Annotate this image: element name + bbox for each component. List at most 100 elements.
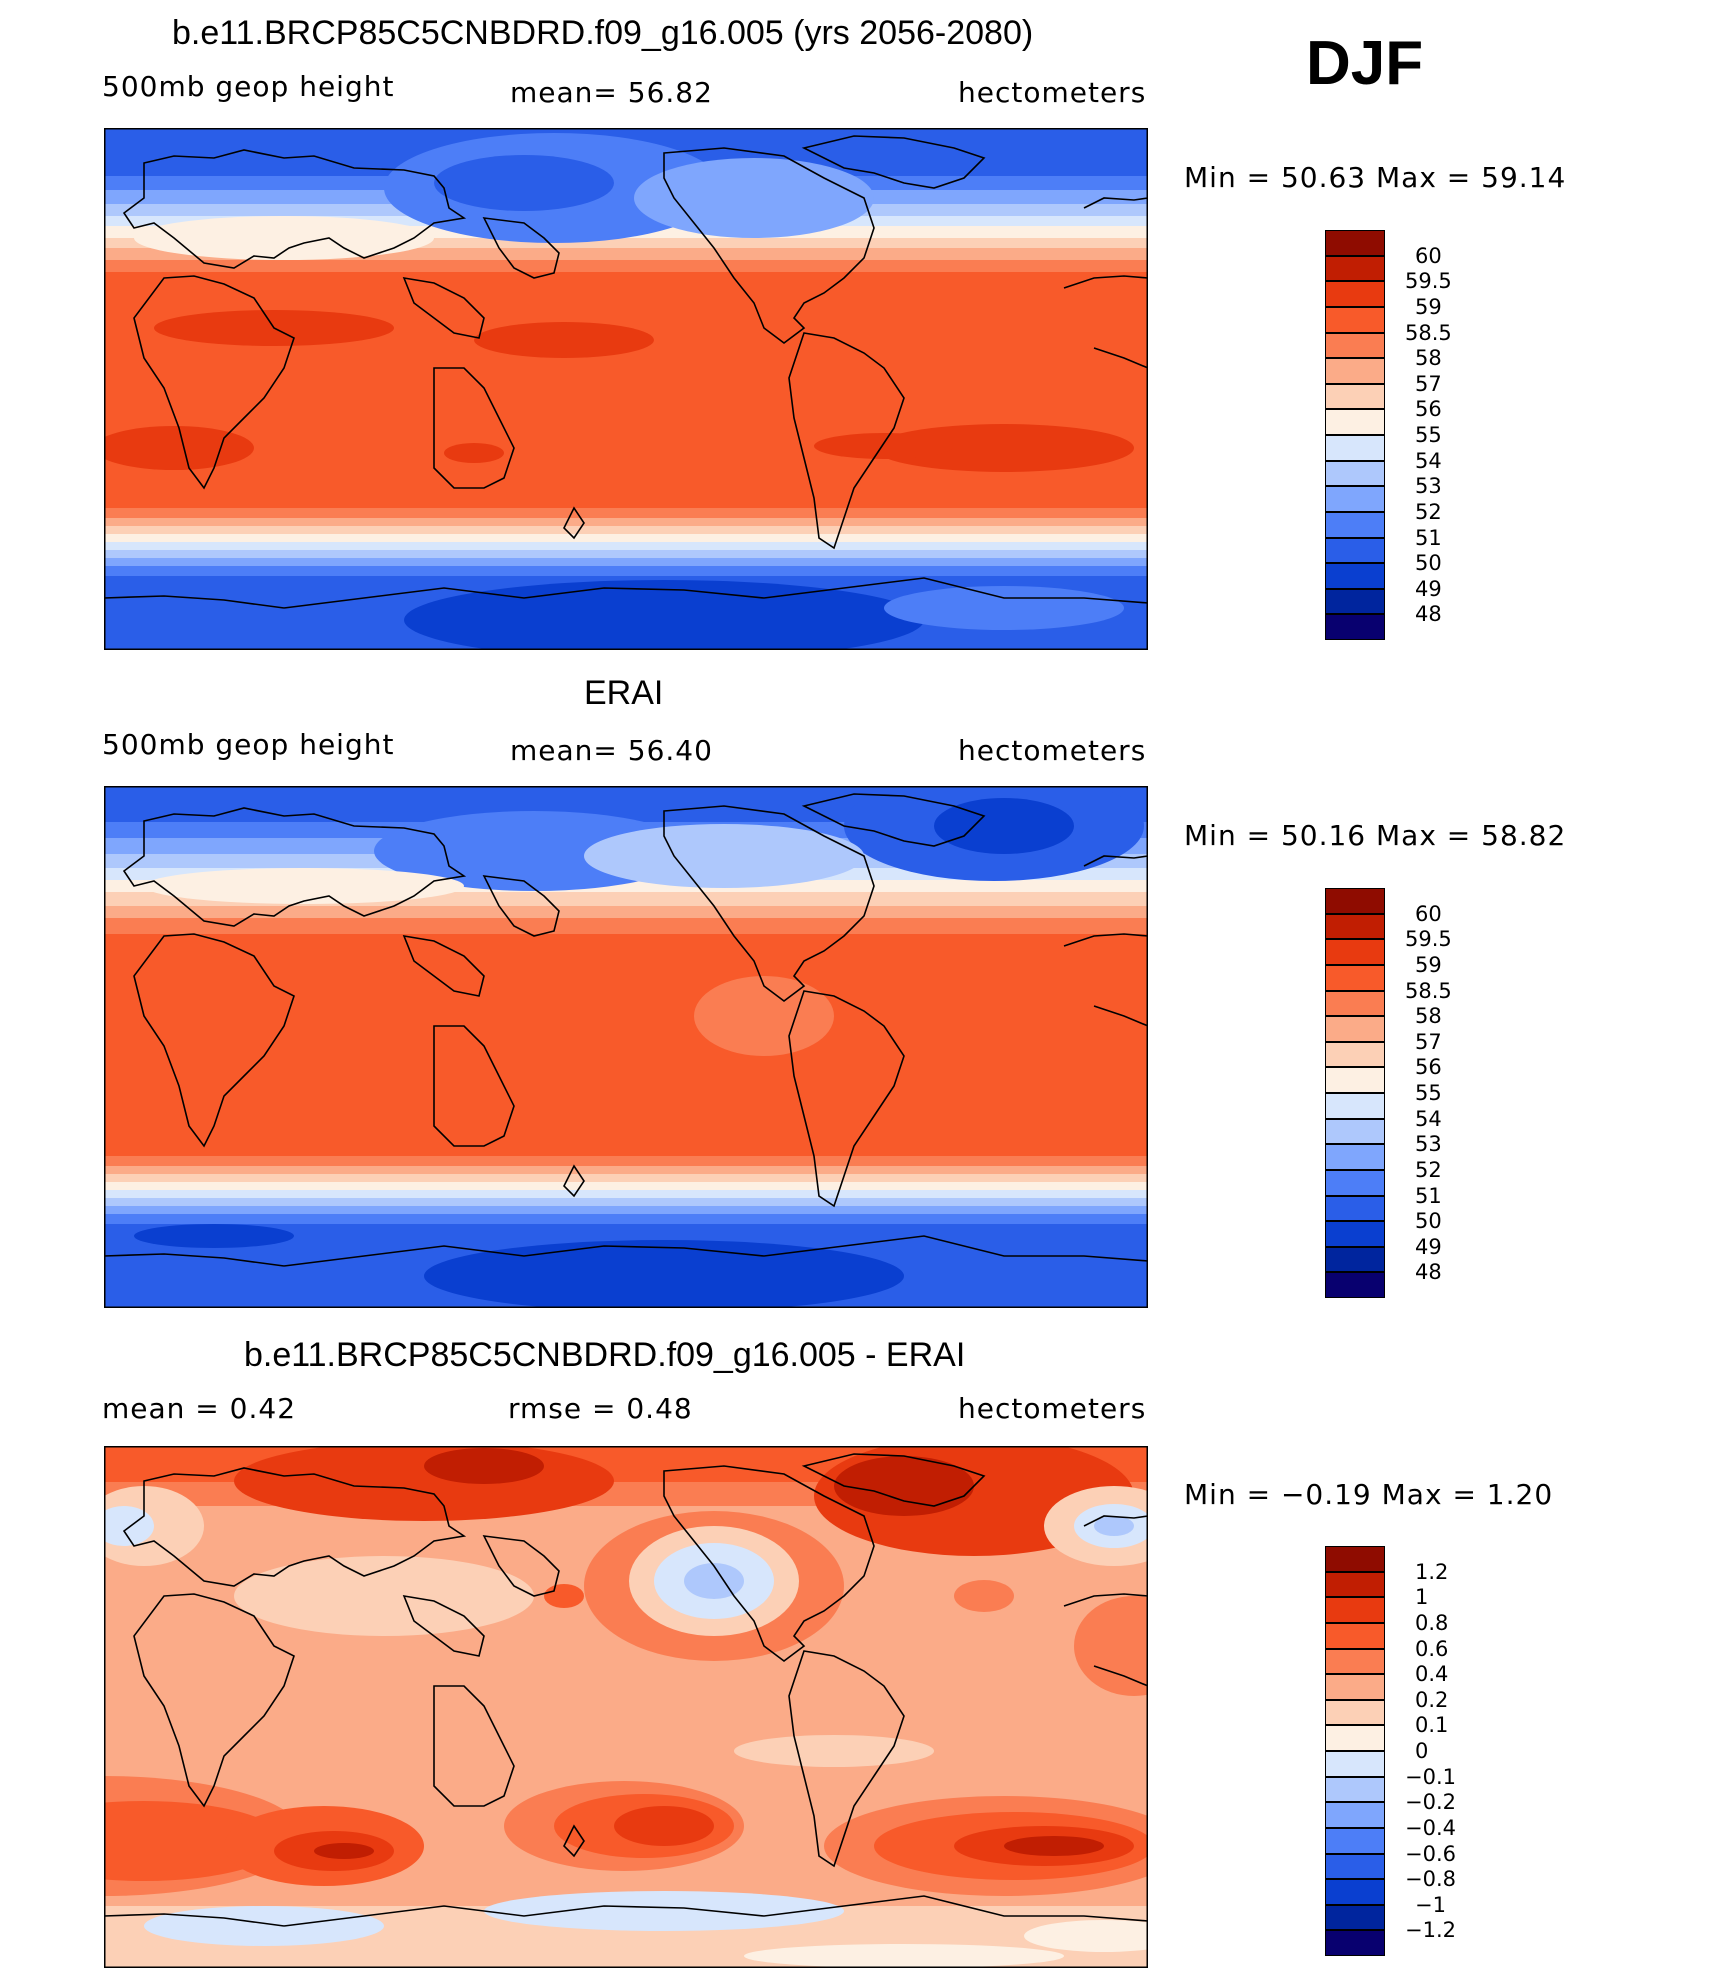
season-label: DJF [1306,29,1424,98]
panel1-mean-label: mean= 56.82 [510,76,713,109]
band [104,526,1148,536]
colorbar-label: 58 [1415,346,1442,371]
band [104,508,1148,520]
colorbar-label: 59 [1415,952,1442,977]
colorbar-label: 49 [1415,576,1442,601]
colorbar-label: 57 [1415,371,1442,396]
high-aus [444,443,504,463]
colorbar-label: 50 [1415,1209,1442,1234]
coastlines [104,135,1148,609]
colorbar-box [1325,1546,1385,1572]
colorbar-box [1325,1904,1385,1931]
colorbar-box [1325,383,1385,410]
colorbar-label: −0.8 [1405,1867,1456,1892]
colorbar-box [1325,486,1385,512]
colorbar-box [1325,1853,1385,1880]
colorbar-box [1325,939,1385,965]
panel1-map [104,128,1148,650]
panel3-mean-label: mean = 0.42 [102,1392,297,1425]
colorbar-label: 60 [1415,243,1442,268]
band [104,542,1148,552]
colorbar-box [1325,255,1385,282]
colorbar-label: −1.2 [1405,1918,1456,1943]
colorbar-box [1325,230,1385,256]
panel3-colorbar [1325,1546,1385,1956]
colorbar-box [1325,1802,1385,1828]
panel2-title: ERAI [584,674,664,712]
panel1-title: b.e11.BRCP85C5CNBDRD.f09_g16.005 (yrs 20… [172,14,1034,52]
colorbar-box [1325,1221,1385,1247]
colorbar-label: 52 [1415,499,1442,524]
colorbar-box [1325,1751,1385,1777]
panel3-map [104,1446,1148,1968]
panel2-colorbar-labels: 60 59.5 59 58.5 58 57 56 55 54 53 52 51 50 49 48 [1390,888,1510,1298]
colorbar-box [1325,1879,1385,1905]
colorbar-label: −0.2 [1405,1790,1456,1815]
colorbar-box [1325,1041,1385,1068]
colorbar-box [1325,1930,1385,1956]
panel3-units-label: hectometers [958,1392,1147,1425]
panel1-minmax: Min = 50.63 Max = 59.14 [1184,161,1567,194]
panel3-rmse-label: rmse = 0.48 [508,1392,693,1425]
colorbar-box [1325,358,1385,384]
colorbar-box [1325,537,1385,564]
colorbar-box [1325,1597,1385,1623]
colorbar-label: 55 [1415,423,1442,447]
colorbar-box [1325,1144,1385,1170]
colorbar-label: −1 [1415,1892,1446,1917]
colorbar-box [1325,563,1385,589]
colorbar-box [1325,332,1385,359]
colorbar-box [1325,1622,1385,1649]
colorbar-label: 51 [1415,1183,1442,1208]
colorbar-box [1325,409,1385,435]
colorbar-box [1325,1648,1385,1675]
colorbar-label: 58.5 [1405,978,1452,1003]
colorbar-box [1325,888,1385,914]
colorbar-box [1325,1776,1385,1803]
colorbar-box [1325,1272,1385,1298]
colorbar-label: 0.4 [1415,1662,1449,1687]
panel3-minmax: Min = −0.19 Max = 1.20 [1184,1478,1554,1511]
colorbar-box [1325,1067,1385,1093]
colorbar-box [1325,460,1385,487]
colorbar-label: 48 [1415,602,1442,627]
panel3-title: b.e11.BRCP85C5CNBDRD.f09_g16.005 - ERAI [244,1336,966,1374]
colorbar-box [1325,990,1385,1017]
panel1-colorbar [1325,230,1385,640]
colorbar-label: 54 [1415,1106,1442,1131]
colorbar-label: 0.6 [1415,1636,1449,1661]
colorbar-box [1325,1118,1385,1145]
panel2-mean-label: mean= 56.40 [510,734,713,767]
band [104,566,1148,578]
colorbar-label: 0.8 [1415,1610,1449,1635]
colorbar-box [1325,913,1385,940]
colorbar-label: 56 [1415,397,1442,422]
colorbar-box [1325,281,1385,307]
atlantic-ridge [134,216,434,260]
colorbar-label: 59.5 [1405,269,1452,294]
high-sh-atlantic [874,424,1134,472]
panel1-colorbar-labels: 60 59.5 59 58.5 58 57 56 55 54 53 52 51 50 49 48 [1390,230,1510,640]
colorbar-box [1325,588,1385,615]
band [104,518,1148,528]
colorbar-label: 0.1 [1415,1713,1449,1738]
colorbar-box [1325,1571,1385,1598]
band [104,534,1148,544]
colorbar-label: 54 [1415,448,1442,473]
high-pacific [474,322,654,358]
pacific-trough-core [434,155,614,211]
colorbar-box [1325,614,1385,640]
colorbar-label: 60 [1415,901,1442,926]
colorbar-label: 59 [1415,294,1442,319]
colorbar-label: 53 [1415,1132,1442,1157]
colorbar-box [1325,1016,1385,1042]
high-sh-pacific [814,433,954,459]
colorbar-label: 1 [1415,1585,1429,1610]
colorbar-box [1325,1699,1385,1726]
band [104,558,1148,568]
colorbar-label: 56 [1415,1055,1442,1080]
colorbar-box [1325,511,1385,538]
colorbar-label: −0.1 [1405,1764,1456,1789]
panel3-colorbar-labels: 1.2 1 0.8 0.6 0.4 0.2 0.1 0 −0.1 −0.2 −0.4 −0.6 −0.8… [1390,1546,1510,1956]
panel2-units-label: hectometers [958,734,1147,767]
